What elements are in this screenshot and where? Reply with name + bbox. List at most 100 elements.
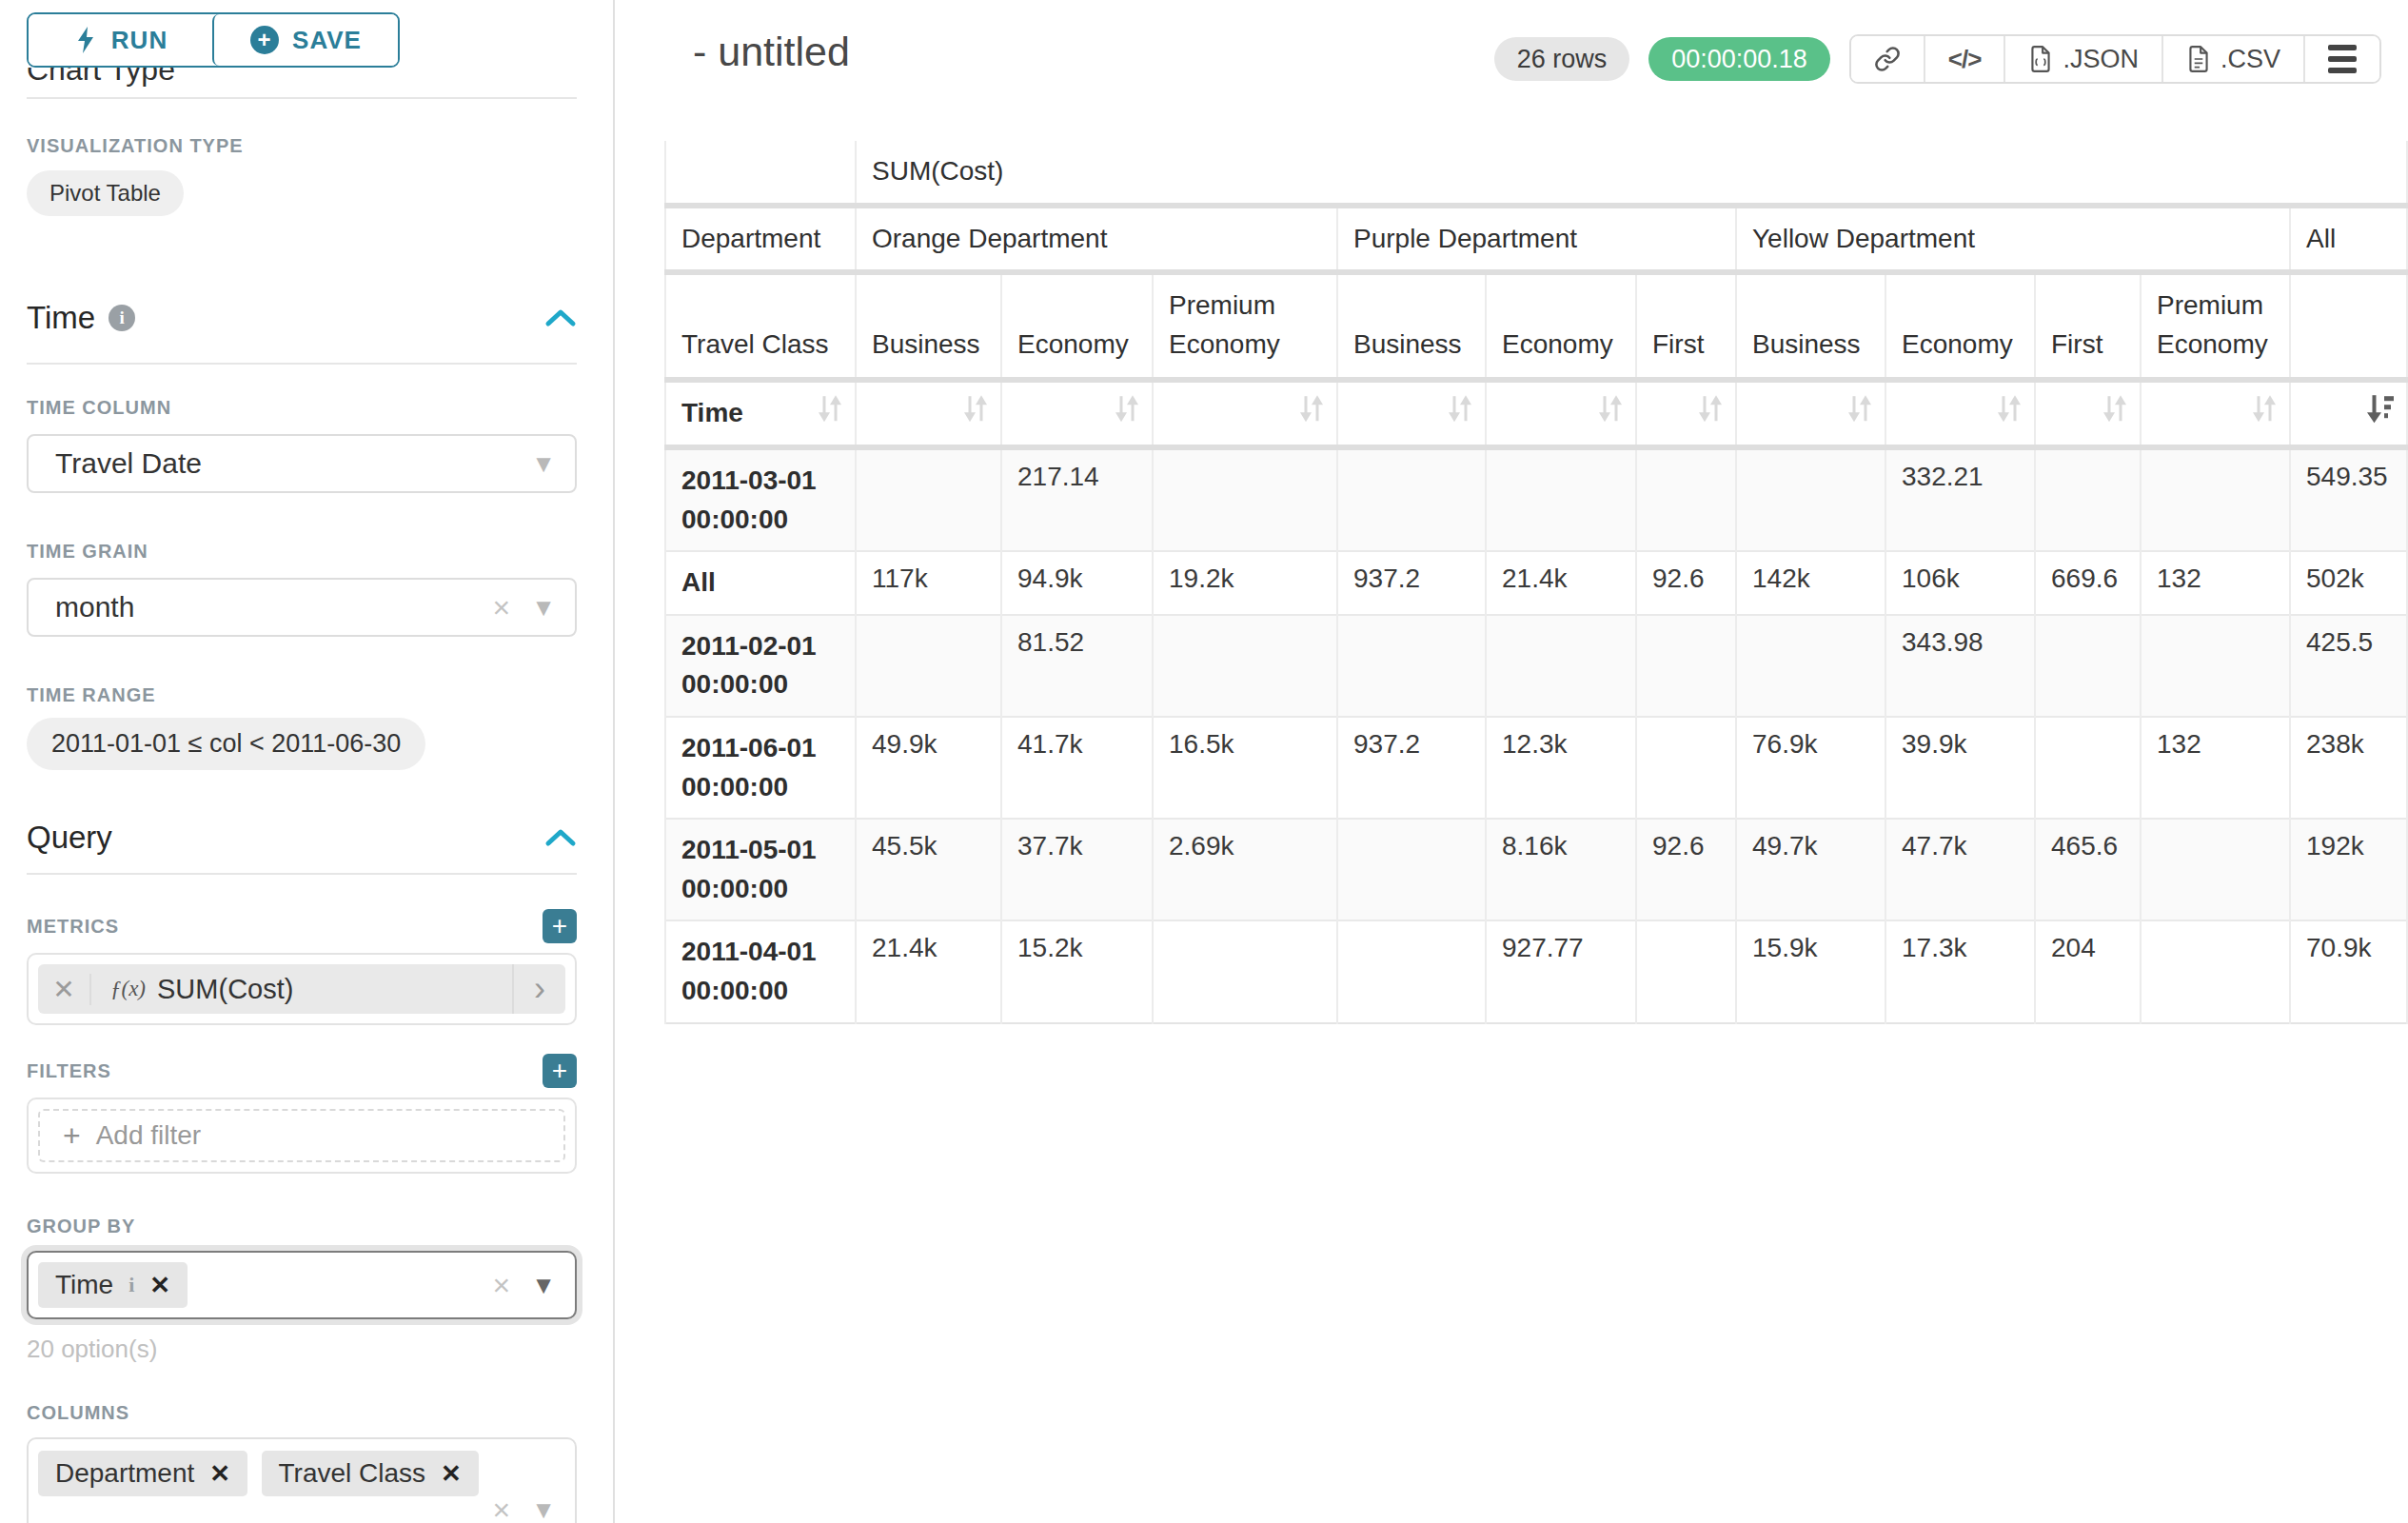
pivot-sort-cell[interactable] <box>856 380 1001 447</box>
chevron-up-icon[interactable] <box>544 827 577 848</box>
time-column-select[interactable]: Travel Date ▼ <box>27 434 577 493</box>
add-filter-placeholder: Add filter <box>96 1120 202 1151</box>
copy-link-button[interactable] <box>1851 36 1924 82</box>
sort-desc-icon[interactable] <box>2366 393 2395 424</box>
pivot-value-cell <box>1337 615 1486 717</box>
sort-icon[interactable] <box>1597 393 1624 424</box>
function-icon: ƒ(x) <box>110 977 146 1001</box>
add-metric-button[interactable]: + <box>543 909 577 943</box>
pivot-value-cell: 21.4k <box>1486 551 1636 615</box>
pivot-group-header: All <box>2290 206 2407 273</box>
pivot-value-cell <box>1486 447 1636 551</box>
sort-icon[interactable] <box>1846 393 1873 424</box>
pivot-column-dimension: Department <box>665 206 856 273</box>
pivot-value-cell: 81.52 <box>1001 615 1153 717</box>
viz-type-pill[interactable]: Pivot Table <box>27 170 184 216</box>
sort-icon[interactable] <box>1697 393 1724 424</box>
chart-title[interactable]: - untitled <box>693 29 850 75</box>
pivot-class-header: Economy <box>1486 272 1636 380</box>
pivot-value-cell: 132 <box>2141 551 2290 615</box>
pivot-value-cell <box>1486 615 1636 717</box>
time-grain-select[interactable]: month × ▼ <box>27 578 577 637</box>
chevron-right-icon[interactable]: › <box>512 964 565 1014</box>
info-icon: i <box>128 1273 134 1297</box>
pivot-value-cell <box>1153 447 1337 551</box>
pivot-data-row: 2011-04-01 00:00:0021.4k15.2k927.7715.9k… <box>665 920 2407 1022</box>
group-by-select[interactable]: Time i ✕ × ▼ <box>27 1251 577 1319</box>
pivot-value-cell: 15.9k <box>1736 920 1885 1022</box>
sort-icon[interactable] <box>1298 393 1325 424</box>
pivot-value-cell <box>2035 717 2141 819</box>
pivot-value-cell: 92.6 <box>1636 819 1736 920</box>
pivot-class-header: First <box>1636 272 1736 380</box>
metric-chip[interactable]: ✕ ƒ(x) SUM(Cost) › <box>38 964 565 1014</box>
columns-chip[interactable]: Travel Class ✕ <box>262 1451 479 1496</box>
remove-chip-icon[interactable]: ✕ <box>441 1459 462 1489</box>
menu-button[interactable] <box>2303 36 2379 82</box>
section-divider <box>27 363 577 365</box>
pivot-value-cell <box>1636 717 1736 819</box>
sort-icon[interactable] <box>1447 393 1473 424</box>
filters-container: + Add filter <box>27 1098 577 1174</box>
sort-icon[interactable] <box>2251 393 2278 424</box>
add-filter-dropzone[interactable]: + Add filter <box>38 1109 565 1162</box>
export-button-group: </> .JSON .CSV <box>1849 34 2381 84</box>
columns-label: COLUMNS <box>27 1402 577 1424</box>
pivot-sort-cell[interactable] <box>1153 380 1337 447</box>
pivot-value-cell: 17.3k <box>1885 920 2035 1022</box>
pivot-sort-cell[interactable] <box>1636 380 1736 447</box>
pivot-value-cell: 41.7k <box>1001 717 1153 819</box>
export-csv-button[interactable]: .CSV <box>2161 36 2303 82</box>
pivot-sort-cell[interactable] <box>2141 380 2290 447</box>
pivot-value-cell: 927.77 <box>1486 920 1636 1022</box>
pivot-value-cell: 12.3k <box>1486 717 1636 819</box>
save-button-label: SAVE <box>292 26 362 55</box>
sort-icon[interactable] <box>2102 393 2128 424</box>
pivot-sort-cell[interactable] <box>1001 380 1153 447</box>
chevron-down-icon[interactable]: ▼ <box>531 1497 556 1522</box>
pivot-sort-cell[interactable] <box>1337 380 1486 447</box>
file-json-icon <box>2028 45 2053 73</box>
clear-icon[interactable]: × <box>493 1270 511 1300</box>
clear-icon[interactable]: × <box>493 1494 511 1523</box>
chevron-down-icon: ▼ <box>531 595 556 620</box>
view-query-button[interactable]: </> <box>1924 36 2004 82</box>
sort-icon[interactable] <box>817 393 843 424</box>
add-filter-button[interactable]: + <box>543 1054 577 1088</box>
pivot-value-cell: 132 <box>2141 717 2290 819</box>
pivot-value-cell: 117k <box>856 551 1001 615</box>
export-json-button[interactable]: .JSON <box>2003 36 2161 82</box>
pivot-sort-cell[interactable] <box>1885 380 2035 447</box>
time-range-pill[interactable]: 2011-01-01 ≤ col < 2011-06-30 <box>27 718 425 770</box>
group-by-chip[interactable]: Time i ✕ <box>38 1262 188 1308</box>
chevron-up-icon[interactable] <box>544 307 577 328</box>
pivot-value-cell <box>2035 615 2141 717</box>
remove-metric-icon[interactable]: ✕ <box>38 974 91 1005</box>
run-button[interactable]: RUN <box>29 14 212 66</box>
info-icon[interactable]: i <box>109 305 135 331</box>
columns-chip[interactable]: Department ✕ <box>38 1451 247 1496</box>
remove-chip-icon[interactable]: ✕ <box>209 1459 230 1489</box>
pivot-value-cell <box>1636 447 1736 551</box>
pivot-sort-cell[interactable] <box>1736 380 1885 447</box>
pivot-data-row: 2011-03-01 00:00:00217.14332.21549.35 <box>665 447 2407 551</box>
section-divider <box>27 873 577 875</box>
columns-select[interactable]: Department ✕ Travel Class ✕ × ▼ <box>27 1437 577 1523</box>
pivot-value-cell: 92.6 <box>1636 551 1736 615</box>
export-csv-label: .CSV <box>2220 45 2280 74</box>
columns-chip-label: Travel Class <box>279 1458 426 1489</box>
pivot-sort-cell[interactable] <box>2290 380 2407 447</box>
sort-icon[interactable] <box>1114 393 1140 424</box>
pivot-value-cell <box>1636 615 1736 717</box>
clear-icon[interactable]: × <box>493 592 511 623</box>
pivot-sort-cell[interactable] <box>2035 380 2141 447</box>
pivot-sort-cell[interactable] <box>1486 380 1636 447</box>
pivot-value-cell: 669.6 <box>2035 551 2141 615</box>
remove-chip-icon[interactable]: ✕ <box>149 1271 170 1300</box>
pivot-value-cell <box>2035 447 2141 551</box>
save-button[interactable]: + SAVE <box>212 14 398 66</box>
sort-icon[interactable] <box>962 393 989 424</box>
chevron-down-icon[interactable]: ▼ <box>531 1273 556 1297</box>
sort-icon[interactable] <box>1996 393 2023 424</box>
pivot-row-header: All <box>665 551 856 615</box>
